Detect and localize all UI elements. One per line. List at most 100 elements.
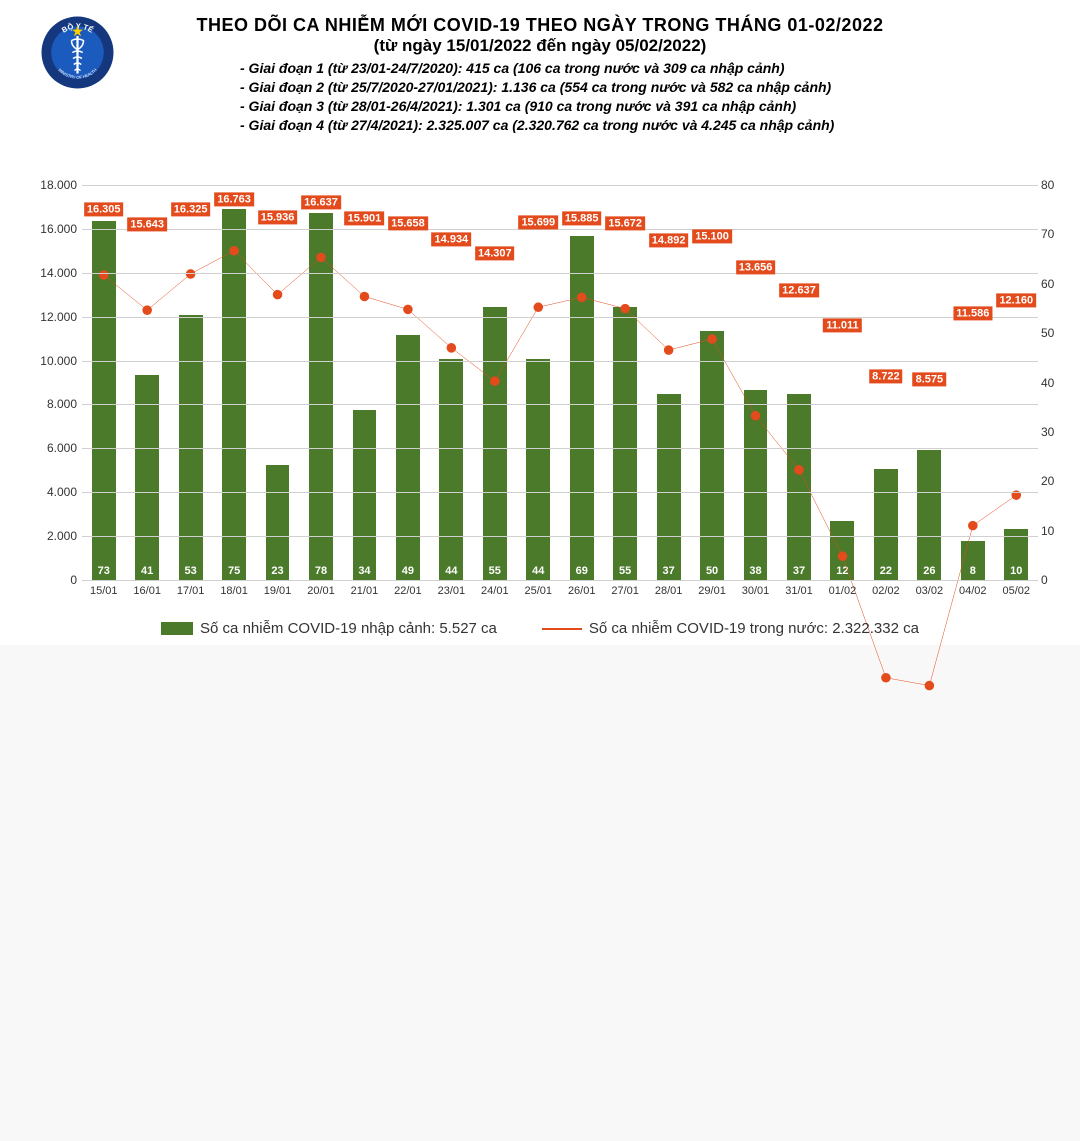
line-value-label: 12.637 <box>779 283 819 297</box>
bar-slot: 55 <box>473 185 516 580</box>
bar-value-label: 26 <box>923 565 935 577</box>
bar-slot: 10 <box>995 185 1038 580</box>
x-axis-label: 26/01 <box>560 585 603 597</box>
y-right-label: 40 <box>1041 376 1065 390</box>
x-axis-labels: 15/0116/0117/0118/0119/0120/0121/0122/01… <box>82 585 1038 597</box>
x-axis-label: 03/02 <box>908 585 951 597</box>
bar-value-label: 78 <box>315 565 327 577</box>
line-value-label: 16.325 <box>171 202 211 216</box>
header: BỘ Y TẾ MINISTRY OF HEALTH THEO DÕI CA N… <box>30 15 1050 135</box>
bar-value-label: 38 <box>749 565 761 577</box>
note-line: - Giai đoạn 1 (từ 23/01-24/7/2020): 415 … <box>240 59 1050 78</box>
line-value-label: 15.643 <box>127 217 167 231</box>
bar-slot: 53 <box>169 185 212 580</box>
chart-container: BỘ Y TẾ MINISTRY OF HEALTH THEO DÕI CA N… <box>0 0 1080 645</box>
bar: 55 <box>613 307 637 580</box>
line-marker <box>925 681 935 691</box>
bar: 34 <box>353 410 377 580</box>
x-axis-label: 31/01 <box>777 585 820 597</box>
gridline <box>82 185 1038 186</box>
note-line: - Giai đoạn 4 (từ 27/4/2021): 2.325.007 … <box>240 116 1050 135</box>
y-right-label: 30 <box>1041 425 1065 439</box>
bar-value-label: 41 <box>141 565 153 577</box>
line-value-label: 16.637 <box>301 195 341 209</box>
y-left-label: 0 <box>35 573 77 587</box>
bar-value-label: 44 <box>532 565 544 577</box>
bar-value-label: 8 <box>970 565 976 577</box>
bar: 69 <box>570 236 594 580</box>
bar-value-label: 44 <box>445 565 457 577</box>
bar-value-label: 69 <box>576 565 588 577</box>
x-axis-label: 24/01 <box>473 585 516 597</box>
bar-value-label: 55 <box>489 565 501 577</box>
gridline <box>82 273 1038 274</box>
x-axis-label: 30/01 <box>734 585 777 597</box>
bar-slot: 37 <box>777 185 820 580</box>
x-axis-label: 20/01 <box>299 585 342 597</box>
x-axis-label: 05/02 <box>995 585 1038 597</box>
line-value-label: 12.160 <box>996 294 1036 308</box>
x-axis-label: 19/01 <box>256 585 299 597</box>
bar-slot: 69 <box>560 185 603 580</box>
x-axis-label: 16/01 <box>125 585 168 597</box>
bar-value-label: 22 <box>880 565 892 577</box>
note-line: - Giai đoạn 3 (từ 28/01-26/4/2021): 1.30… <box>240 97 1050 116</box>
legend-item-line: Số ca nhiễm COVID-19 trong nước: 2.322.3… <box>542 620 919 637</box>
bar: 37 <box>657 394 681 580</box>
line-value-label: 13.656 <box>736 261 776 275</box>
y-right-label: 20 <box>1041 474 1065 488</box>
gridline <box>82 317 1038 318</box>
gridline <box>82 448 1038 449</box>
line-value-label: 14.307 <box>475 246 515 260</box>
y-left-label: 6.000 <box>35 441 77 455</box>
bar: 55 <box>483 307 507 580</box>
bar: 26 <box>917 450 941 580</box>
x-axis-label: 01/02 <box>821 585 864 597</box>
y-right-label: 10 <box>1041 524 1065 538</box>
x-axis-label: 28/01 <box>647 585 690 597</box>
bar-value-label: 73 <box>98 565 110 577</box>
y-right-label: 60 <box>1041 277 1065 291</box>
bar-slot: 38 <box>734 185 777 580</box>
bar-slot: 49 <box>386 185 429 580</box>
bar-value-label: 75 <box>228 565 240 577</box>
phase-notes: - Giai đoạn 1 (từ 23/01-24/7/2020): 415 … <box>240 59 1050 135</box>
line-value-label: 15.901 <box>345 211 385 225</box>
bar-slot: 8 <box>951 185 994 580</box>
line-marker <box>881 673 891 683</box>
gridline <box>82 229 1038 230</box>
legend-bar-text: Số ca nhiễm COVID-19 nhập cảnh: 5.527 ca <box>200 620 497 637</box>
x-axis-label: 27/01 <box>603 585 646 597</box>
x-axis-label: 23/01 <box>430 585 473 597</box>
x-axis-label: 17/01 <box>169 585 212 597</box>
bar-slot: 34 <box>343 185 386 580</box>
legend: Số ca nhiễm COVID-19 nhập cảnh: 5.527 ca… <box>0 620 1080 637</box>
bar-slot: 23 <box>256 185 299 580</box>
y-left-label: 4.000 <box>35 485 77 499</box>
x-axis-label: 02/02 <box>864 585 907 597</box>
y-left-label: 8.000 <box>35 397 77 411</box>
bar-value-label: 34 <box>358 565 370 577</box>
bar: 50 <box>700 331 724 580</box>
line-value-label: 16.305 <box>84 203 124 217</box>
bar: 44 <box>526 359 550 580</box>
bar: 49 <box>396 335 420 580</box>
gridline <box>82 404 1038 405</box>
x-axis-label: 04/02 <box>951 585 994 597</box>
bar: 23 <box>266 465 290 580</box>
bar: 75 <box>222 209 246 580</box>
y-right-label: 80 <box>1041 178 1065 192</box>
legend-bar-swatch <box>161 622 193 635</box>
bar-slot: 55 <box>603 185 646 580</box>
line-value-label: 14.934 <box>432 233 472 247</box>
line-value-label: 15.672 <box>605 216 645 230</box>
chart-title: THEO DÕI CA NHIỄM MỚI COVID-19 THEO NGÀY… <box>30 15 1050 36</box>
line-value-label: 15.658 <box>388 217 428 231</box>
bar-value-label: 10 <box>1010 565 1022 577</box>
bar-slot: 44 <box>517 185 560 580</box>
ministry-logo: BỘ Y TẾ MINISTRY OF HEALTH <box>40 15 115 90</box>
bar-value-label: 23 <box>271 565 283 577</box>
bar-value-label: 53 <box>185 565 197 577</box>
x-axis-label: 22/01 <box>386 585 429 597</box>
bar-value-label: 37 <box>662 565 674 577</box>
